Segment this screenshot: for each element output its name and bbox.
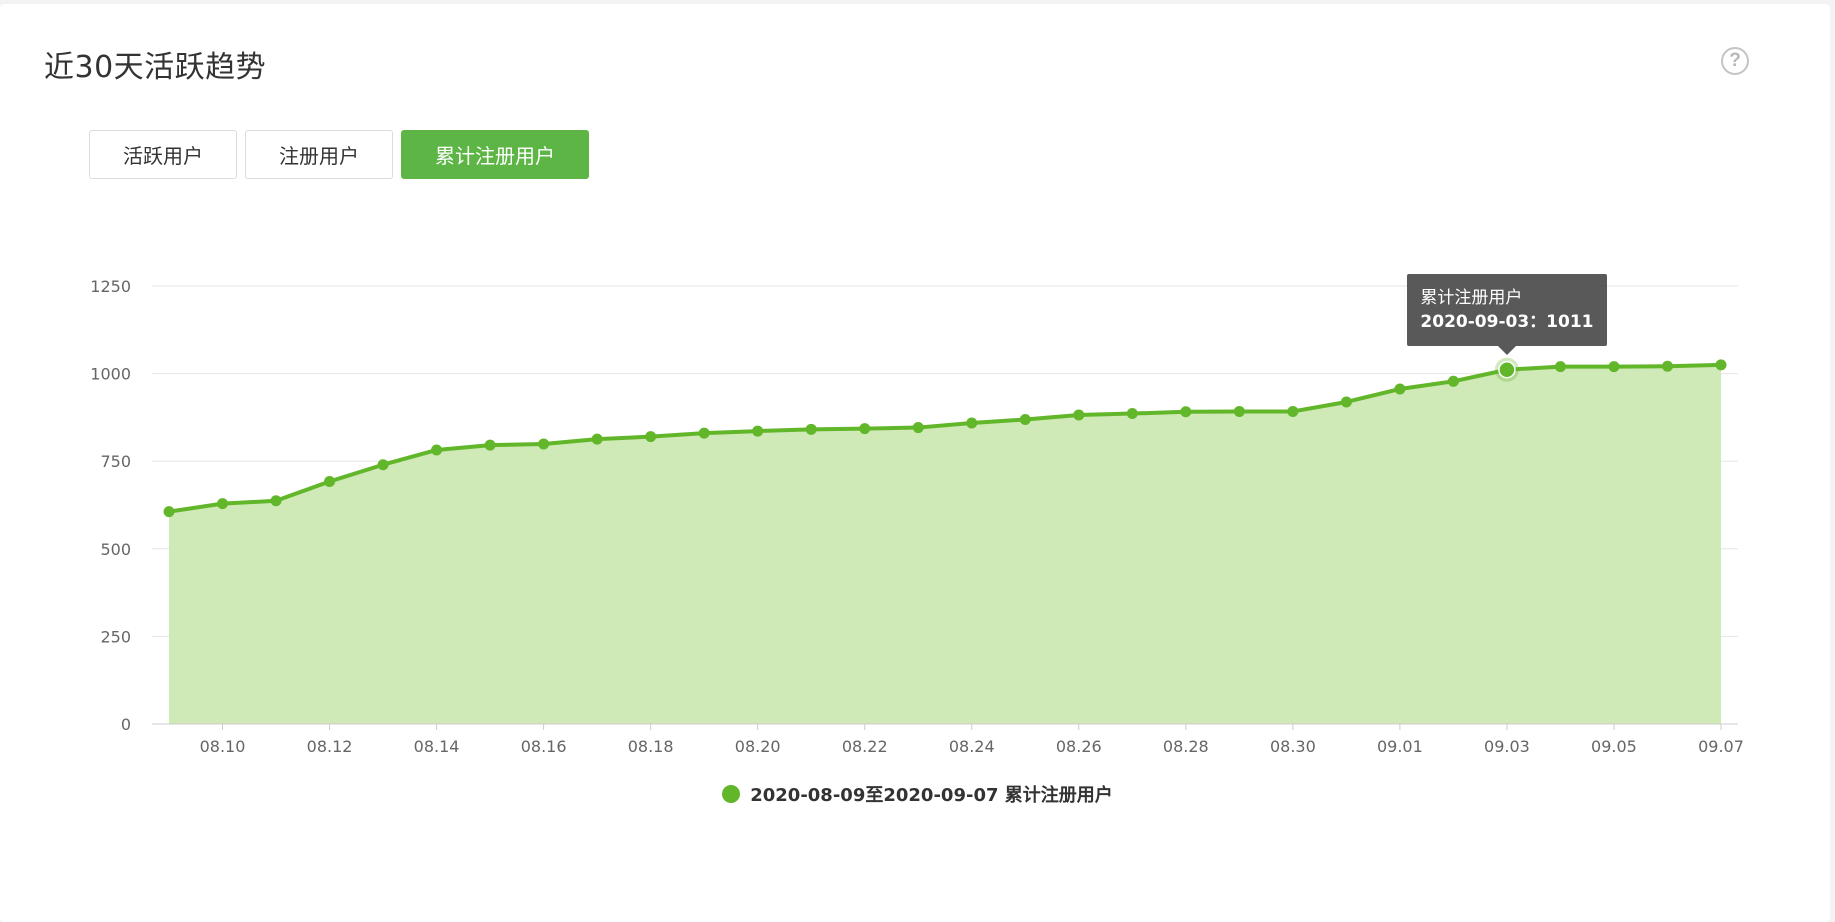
data-point: [270, 495, 282, 507]
data-point: [163, 506, 175, 518]
data-point: [805, 423, 817, 435]
tab-active-users[interactable]: 活跃用户: [89, 130, 237, 179]
page-title: 近30天活跃趋势: [44, 50, 267, 85]
tooltip-series: 累计注册用户: [1420, 287, 1523, 308]
data-point: [1608, 361, 1620, 373]
data-point: [324, 476, 336, 488]
x-tick-label: 09.03: [1484, 737, 1530, 756]
data-point: [966, 417, 978, 429]
x-tick-label: 08.16: [521, 737, 567, 756]
data-point: [1661, 360, 1673, 372]
tooltip-date: 2020-09-03: [1420, 311, 1530, 332]
area-fill: [169, 364, 1721, 724]
data-point: [591, 433, 603, 445]
y-tick-label: 250: [100, 627, 131, 646]
data-point: [484, 439, 496, 451]
data-point: [1715, 359, 1727, 371]
x-tick-label: 08.14: [414, 737, 460, 756]
tooltip-value-line: 2020-09-03：1011: [1420, 310, 1593, 334]
data-point: [859, 423, 871, 435]
data-point: [1126, 408, 1138, 420]
data-point: [1554, 361, 1566, 373]
y-tick-label: 1000: [90, 365, 131, 384]
data-point: [1447, 375, 1459, 387]
x-tick-label: 08.12: [307, 737, 353, 756]
data-point: [752, 425, 764, 437]
x-tick-label: 08.24: [949, 737, 995, 756]
y-tick-label: 750: [100, 452, 131, 471]
data-point: [1498, 360, 1516, 379]
x-tick-label: 08.20: [735, 737, 781, 756]
x-tick-label: 08.28: [1163, 737, 1209, 756]
data-point: [1287, 405, 1299, 417]
question-circle-icon[interactable]: ?: [1721, 47, 1749, 75]
data-point: [1180, 406, 1192, 418]
series-line: [168, 362, 1722, 514]
data-point: [431, 444, 443, 456]
legend-dot: [722, 785, 741, 803]
chart-legend[interactable]: 2020-08-09至2020-09-07 累计注册用户: [0, 781, 1835, 807]
data-point: [1233, 405, 1245, 417]
y-tick-label: 500: [100, 540, 131, 559]
x-tick-label: 09.07: [1698, 737, 1744, 756]
data-point: [698, 427, 710, 439]
data-point: [645, 431, 657, 443]
x-tick-label: 09.01: [1377, 737, 1423, 756]
tooltip-value: ：1011: [1529, 311, 1594, 332]
x-tick-label: 08.26: [1056, 737, 1102, 756]
data-point: [1340, 396, 1352, 408]
x-tick-label: 08.30: [1270, 737, 1316, 756]
data-point: [1073, 409, 1085, 421]
x-tick-label: 08.18: [628, 737, 674, 756]
data-point: [1019, 414, 1031, 426]
data-point: [217, 498, 229, 510]
data-point: [912, 422, 924, 434]
legend-label: 2020-08-09至2020-09-07 累计注册用户: [750, 785, 1113, 806]
tab-cumulative-registered-users[interactable]: 累计注册用户: [401, 130, 589, 179]
data-point: [538, 438, 550, 450]
x-tick-label: 09.05: [1591, 737, 1637, 756]
tab-registered-users[interactable]: 注册用户: [245, 130, 393, 179]
x-tick-label: 08.22: [842, 737, 888, 756]
y-tick-label: 1250: [90, 277, 131, 296]
x-tick-label: 08.10: [200, 737, 246, 756]
metric-tabs: 活跃用户 注册用户 累计注册用户: [89, 130, 589, 179]
y-tick-label: 0: [121, 715, 131, 734]
chart-tooltip: 累计注册用户 2020-09-03：1011: [1407, 273, 1607, 355]
data-point: [377, 459, 389, 471]
data-point: [1394, 383, 1406, 395]
